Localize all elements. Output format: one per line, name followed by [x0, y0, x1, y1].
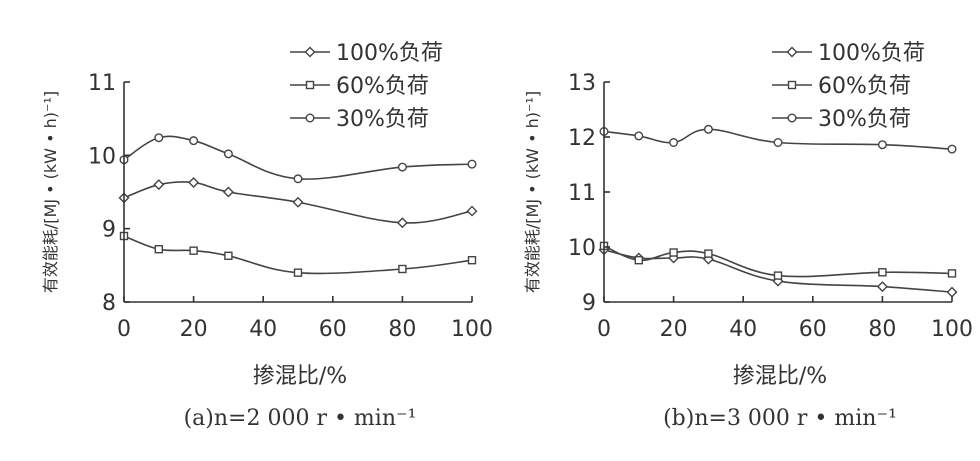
- x-tick-label: 60: [319, 317, 347, 342]
- legend-label: 100%负荷: [818, 41, 925, 66]
- tick-layer-b: 9 10 11 12 13 0 20 40 60 80 100: [568, 71, 973, 342]
- data-point-diamond: [946, 286, 958, 298]
- data-point-diamond: [466, 205, 478, 217]
- y-tick-label: 9: [102, 218, 116, 243]
- x-tick-label: 80: [868, 317, 896, 342]
- panel-b: 9 10 11 12 13 0 20 40 60 80 100 有效能耗/[MJ • (kW • h…: [523, 41, 973, 431]
- data-point-circle: [877, 140, 887, 150]
- x-tick-label: 40: [729, 317, 757, 342]
- series-line-circle: [123, 135, 473, 180]
- data-point-square: [773, 271, 783, 280]
- data-point-circle: [154, 133, 164, 143]
- x-tick-label: 40: [249, 317, 277, 342]
- data-point-square: [189, 246, 198, 255]
- data-point-circle: [773, 137, 783, 147]
- x-tick-label: 20: [660, 317, 688, 342]
- legend-marker-circle: [787, 113, 797, 123]
- x-axis-label-a: 掺混比/%: [253, 364, 347, 389]
- series-line-square: [123, 235, 473, 275]
- x-tick-label: 0: [597, 317, 611, 342]
- x-tick-label: 100: [451, 317, 493, 342]
- legend-marker-square: [787, 80, 797, 90]
- legend-marker-circle: [305, 113, 315, 123]
- data-point-square: [947, 269, 957, 278]
- tick-layer-a: 8 9 10 11 0 20 40 60 80 100: [88, 71, 493, 342]
- legend-a: 100%负荷 60%负荷 30%负荷: [290, 41, 443, 132]
- panel-a: 8 9 10 11 0 20 40 60 80 100 有效能耗/[MJ • (kW • h)⁻¹…: [41, 41, 493, 431]
- data-point-square: [669, 248, 678, 257]
- legend-label: 30%负荷: [336, 107, 429, 132]
- data-point-diamond: [396, 217, 408, 229]
- y-tick-label: 8: [102, 291, 116, 316]
- legend-marker-diamond: [786, 46, 798, 58]
- legend-label: 60%负荷: [336, 74, 429, 99]
- legend-label: 30%负荷: [818, 107, 911, 132]
- series-layer-b: [598, 124, 958, 298]
- y-tick-label: 13: [568, 71, 596, 96]
- y-tick-label: 10: [88, 144, 116, 169]
- caption-a: (a)n=2 000 r • min⁻¹: [184, 406, 417, 431]
- data-point-circle: [293, 174, 303, 184]
- data-point-square: [878, 268, 887, 277]
- data-point-diamond: [876, 281, 888, 293]
- x-tick-label: 0: [117, 317, 131, 342]
- y-tick-label: 10: [568, 236, 596, 261]
- data-point-square: [634, 256, 643, 265]
- x-tick-label: 80: [388, 317, 416, 342]
- y-tick-label: 12: [568, 126, 596, 151]
- series-layer-a: [118, 133, 478, 277]
- data-point-circle: [669, 137, 679, 147]
- y-tick-label: 9: [582, 291, 596, 316]
- data-point-square: [467, 256, 477, 265]
- legend-marker-square: [305, 80, 315, 90]
- data-point-square: [154, 244, 164, 254]
- data-point-diamond: [292, 196, 304, 208]
- y-axis-label-a: 有效能耗/[MJ • (kW • h)⁻¹]: [41, 91, 60, 293]
- data-point-circle: [947, 144, 957, 154]
- data-point-square: [293, 268, 303, 277]
- legend-b: 100%负荷 60%负荷 30%负荷: [772, 41, 925, 132]
- x-tick-label: 100: [931, 317, 973, 342]
- data-point-diamond: [188, 176, 200, 188]
- data-point-diamond: [222, 186, 234, 198]
- data-point-square: [398, 264, 407, 274]
- x-tick-label: 20: [180, 317, 208, 342]
- legend-label: 60%负荷: [818, 74, 911, 99]
- data-point-circle: [467, 159, 477, 169]
- data-point-circle: [189, 136, 199, 146]
- data-point-square: [224, 251, 233, 261]
- data-point-square: [704, 249, 713, 258]
- data-point-circle: [634, 131, 644, 141]
- y-tick-label: 11: [568, 181, 596, 206]
- legend-label: 100%负荷: [336, 41, 443, 66]
- data-point-circle: [703, 124, 713, 134]
- x-axis-label-b: 掺混比/%: [733, 364, 827, 389]
- y-tick-label: 11: [88, 71, 116, 96]
- y-axis-label-b: 有效能耗/[MJ • (kW • h)⁻¹]: [523, 91, 542, 293]
- caption-b: (b)n=3 000 r • min⁻¹: [663, 406, 897, 431]
- x-tick-label: 60: [799, 317, 827, 342]
- legend-marker-diamond: [304, 46, 316, 58]
- data-point-circle: [397, 162, 407, 172]
- data-point-diamond: [153, 179, 165, 191]
- data-point-circle: [223, 149, 233, 159]
